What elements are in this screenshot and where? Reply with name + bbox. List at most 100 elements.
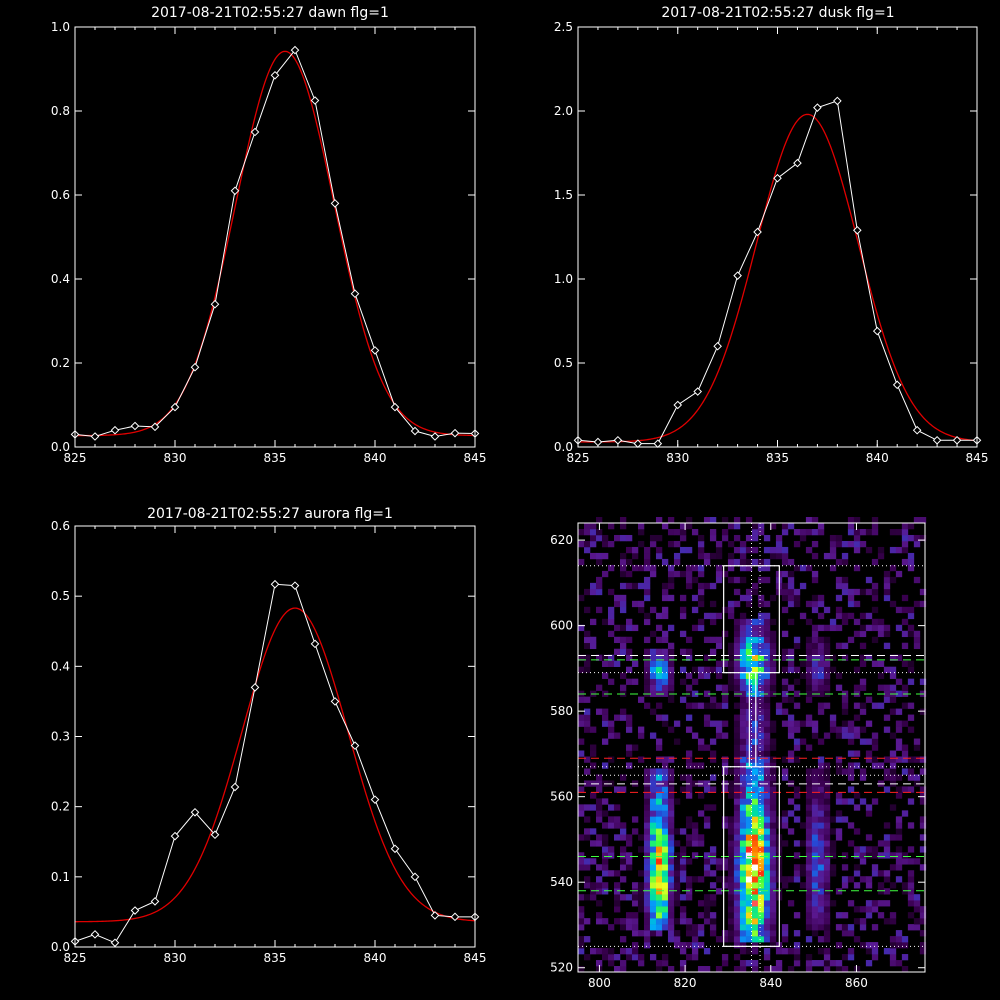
heatmap-cell <box>793 678 801 685</box>
heatmap-cell <box>751 948 759 955</box>
heatmap-cell <box>847 523 855 530</box>
heatmap-cell <box>751 960 759 967</box>
heatmap-cell <box>727 786 735 793</box>
heatmap-cell <box>919 786 927 793</box>
heatmap-cell <box>745 918 753 925</box>
heatmap-cell <box>907 714 915 721</box>
heatmap-cell <box>607 852 615 859</box>
heatmap-cell <box>787 900 795 907</box>
heatmap-cell <box>883 582 891 590</box>
heatmap-cell <box>721 960 729 967</box>
heatmap-cell <box>739 876 747 883</box>
heatmap-cell <box>799 738 807 745</box>
heatmap-cell <box>667 906 675 913</box>
heatmap-cell <box>823 846 831 853</box>
heatmap-cell <box>835 942 843 949</box>
heatmap-cell <box>703 858 711 865</box>
heatmap-cell <box>643 768 651 775</box>
heatmap-cell <box>649 852 657 859</box>
heatmap-cell <box>685 636 693 644</box>
heatmap-cell <box>655 858 663 865</box>
heatmap-cell <box>703 822 711 829</box>
heatmap-cell <box>793 954 801 961</box>
heatmap-cell <box>619 636 627 644</box>
heatmap-cell <box>625 762 633 769</box>
heatmap-cell <box>625 636 633 644</box>
heatmap-cell <box>757 870 765 877</box>
heatmap-cell <box>584 714 591 721</box>
heatmap-cell <box>757 924 765 931</box>
heatmap-cell <box>584 630 591 638</box>
heatmap-cell <box>769 594 777 602</box>
heatmap-cell <box>775 546 783 554</box>
heatmap-cell <box>739 576 747 584</box>
heatmap-cell <box>685 774 693 781</box>
heatmap-cell <box>643 870 651 877</box>
heatmap-cell <box>859 642 867 650</box>
heatmap-cell <box>823 822 831 829</box>
heatmap-cell <box>883 888 891 895</box>
heatmap-cell <box>847 600 855 608</box>
heatmap-cell <box>667 564 675 572</box>
heatmap-cell <box>578 714 585 721</box>
heatmap-cell <box>613 660 621 667</box>
heatmap-cell <box>853 852 861 859</box>
heatmap-cell <box>805 774 813 781</box>
heatmap-cell <box>607 822 615 829</box>
heatmap-cell <box>805 810 813 817</box>
heatmap-cell <box>607 618 615 626</box>
heatmap-cell <box>649 894 657 901</box>
heatmap-cell <box>895 930 903 937</box>
heatmap-cell <box>578 834 585 841</box>
heatmap-cell <box>667 678 675 685</box>
heatmap-cell <box>883 690 891 697</box>
heatmap-cell <box>781 810 789 817</box>
heatmap-cell <box>901 546 909 554</box>
y-tick-label: 1.0 <box>554 272 573 286</box>
heatmap-cell <box>578 858 585 865</box>
heatmap-cell <box>590 588 597 596</box>
heatmap-cell <box>907 882 915 889</box>
heatmap-cell <box>793 786 801 793</box>
heatmap-cell <box>661 648 669 656</box>
heatmap-cell <box>919 918 927 925</box>
heatmap-cell <box>649 864 657 871</box>
heatmap-cell <box>739 684 747 691</box>
heatmap-cell <box>817 660 825 667</box>
heatmap-cell <box>841 924 849 931</box>
heatmap-cell <box>601 882 609 889</box>
heatmap-cell <box>787 523 795 530</box>
heatmap-cell <box>584 720 591 727</box>
heatmap-cell <box>757 846 765 853</box>
heatmap-cell <box>757 648 765 656</box>
heatmap-cell <box>613 600 621 608</box>
heatmap-cell <box>799 534 807 542</box>
heatmap-cell <box>817 756 825 763</box>
x-tick-label: 845 <box>464 951 487 965</box>
heatmap-cell <box>907 624 915 632</box>
heatmap-cell <box>757 918 765 925</box>
heatmap-cell <box>805 804 813 811</box>
heatmap-cell <box>679 523 687 530</box>
heatmap-cell <box>709 750 717 757</box>
heatmap-cell <box>679 942 687 949</box>
heatmap-cell <box>703 672 711 679</box>
x-tick-label: 840 <box>364 951 387 965</box>
heatmap-cell <box>829 870 837 877</box>
heatmap-cell <box>631 546 639 554</box>
heatmap-cell <box>745 546 753 554</box>
heatmap-cell <box>715 546 723 554</box>
heatmap-cell <box>841 726 849 733</box>
heatmap-cell <box>739 750 747 757</box>
heatmap-cell <box>578 912 585 919</box>
heatmap-cell <box>781 588 789 596</box>
heatmap-cell <box>751 786 759 793</box>
heatmap-cell <box>829 828 837 835</box>
heatmap-cell <box>578 948 585 955</box>
heatmap-cell <box>877 888 885 895</box>
heatmap-cell <box>721 570 729 578</box>
heatmap-cell <box>919 906 927 913</box>
heatmap-cell <box>757 528 765 536</box>
